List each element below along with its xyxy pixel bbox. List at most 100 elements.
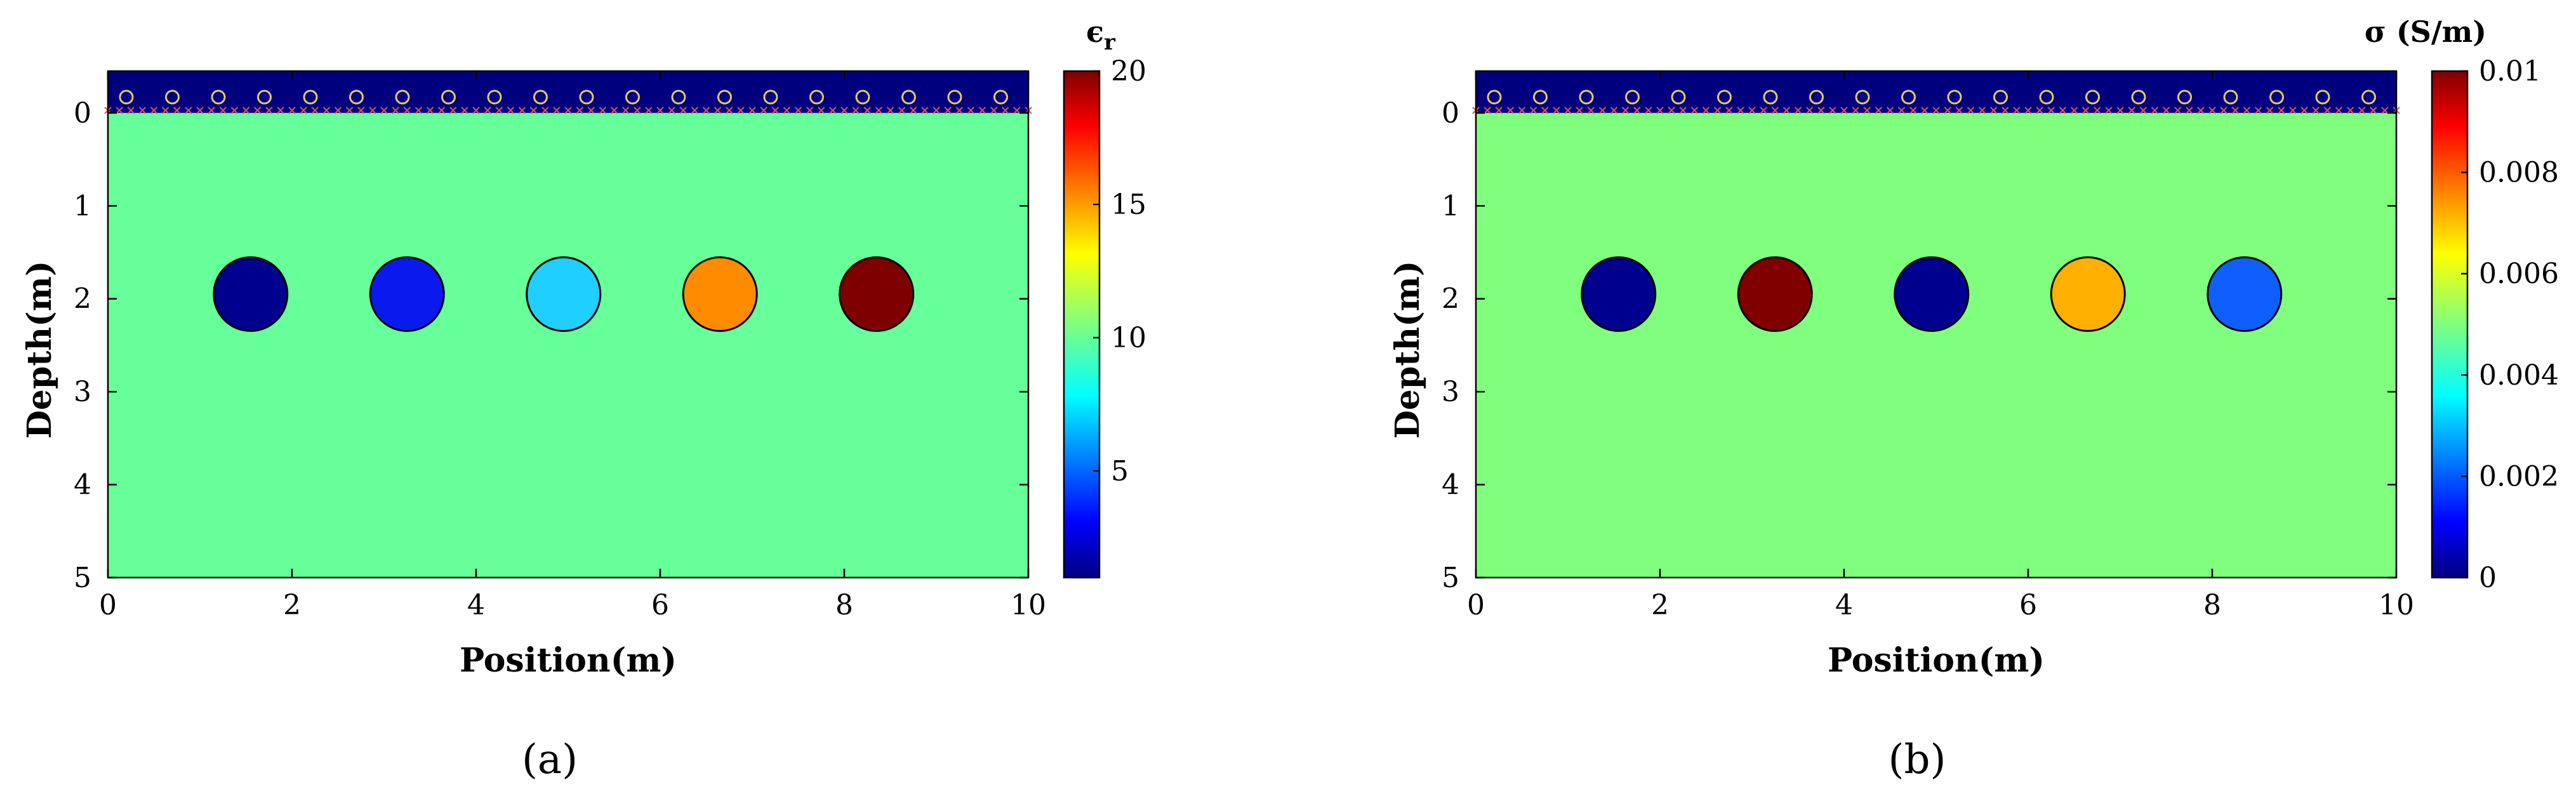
surface-marker (1564, 107, 1572, 114)
antenna-marker (257, 89, 272, 105)
surface-marker (415, 107, 423, 114)
surface-marker (955, 107, 963, 114)
surface-marker (1737, 107, 1744, 114)
caption-a: (a) (522, 736, 578, 783)
surface-marker (2162, 107, 2170, 114)
antenna-marker (947, 89, 962, 105)
surface-marker (1760, 107, 1767, 114)
y-tick-label: 4 (1442, 469, 1459, 501)
x-tick-label: 6 (651, 589, 669, 621)
surface-marker (886, 107, 894, 114)
surface-marker (2197, 107, 2205, 114)
surface-marker (2036, 107, 2043, 114)
surface-marker (2278, 107, 2285, 114)
surface-marker (2335, 107, 2343, 114)
plot-frame (107, 70, 1030, 579)
surface-marker (1576, 107, 1583, 114)
x-tick-label: 10 (1011, 589, 1046, 621)
surface-marker (1587, 107, 1595, 114)
antenna-marker (119, 89, 134, 105)
surface-marker (794, 107, 802, 114)
antenna-marker (395, 89, 410, 105)
surface-marker (392, 107, 399, 114)
surface-marker (300, 107, 307, 114)
surface-marker (1679, 107, 1687, 114)
colorbar-tick-label: 0.008 (2479, 157, 2559, 189)
surface-marker (277, 107, 284, 114)
surface-marker (461, 107, 468, 114)
surface-marker (426, 107, 434, 114)
air-layer (1476, 71, 2396, 113)
surface-marker (495, 107, 503, 114)
surface-marker (1805, 107, 1814, 114)
surface-marker (2346, 107, 2354, 114)
surface-marker (2105, 107, 2113, 114)
x-tick-label: 4 (1835, 589, 1853, 621)
surface-marker (1002, 107, 1009, 114)
surface-marker (564, 107, 572, 114)
colorbar-tick-label: 0.002 (2479, 460, 2559, 493)
surface-marker (334, 107, 342, 114)
antenna-marker (2085, 89, 2100, 105)
surface-marker (357, 107, 365, 114)
antenna-marker (1487, 89, 1502, 105)
surface-marker (1840, 107, 1848, 114)
antenna-marker (1809, 89, 1824, 105)
x-tick-label: 8 (2203, 589, 2221, 621)
surface-marker (1484, 107, 1491, 114)
antenna-marker (441, 89, 456, 105)
surface-marker (2186, 107, 2193, 114)
colorbar-tick-label: 20 (1111, 55, 1146, 88)
antenna-marker (1717, 89, 1732, 105)
surface-marker (1610, 107, 1618, 114)
surface-marker (1875, 107, 1883, 114)
buried-object-1 (213, 256, 289, 332)
surface-marker (1690, 107, 1699, 114)
surface-marker (2289, 107, 2297, 114)
y-tick-label: 0 (1442, 97, 1459, 129)
antenna-marker (2131, 89, 2146, 105)
x-tick-label: 0 (1467, 589, 1485, 621)
antenna-marker (1579, 89, 1594, 105)
surface-marker (2254, 107, 2262, 114)
x-tick-label: 10 (2379, 589, 2414, 621)
surface-marker (116, 107, 123, 114)
colorbar-title: ϵr (1086, 15, 1116, 55)
surface-marker (2094, 107, 2101, 114)
antenna-marker (763, 89, 778, 105)
colorbar-tick-label: 0.004 (2479, 359, 2559, 392)
antenna-marker (2177, 89, 2192, 105)
surface-marker (921, 107, 929, 114)
surface-marker (2220, 107, 2227, 114)
antenna-marker (165, 89, 180, 105)
surface-marker (634, 107, 641, 114)
surface-marker (242, 107, 250, 114)
surface-marker (150, 107, 158, 114)
surface-marker (840, 107, 848, 114)
surface-marker (1955, 107, 1963, 114)
x-tick-label: 8 (835, 589, 853, 621)
surface-marker (783, 107, 791, 114)
y-tick-label: 4 (74, 469, 91, 501)
colorbar-tick-label: 10 (1111, 322, 1146, 354)
surface-marker (1518, 107, 1526, 114)
surface-marker (1598, 107, 1607, 114)
surface-marker (2139, 107, 2147, 114)
surface-marker (553, 107, 561, 114)
surface-marker (2047, 107, 2055, 114)
antenna-marker (349, 89, 364, 105)
surface-marker (230, 107, 239, 114)
antenna-marker (533, 89, 548, 105)
surface-marker (185, 107, 192, 114)
y-axis-label: Depth(m) (20, 261, 59, 439)
surface-marker (2059, 107, 2067, 114)
surface-marker (484, 107, 491, 114)
antenna-marker (2223, 89, 2238, 105)
surface-marker (208, 107, 215, 114)
surface-marker (645, 107, 653, 114)
surface-marker (748, 107, 756, 114)
antenna-marker (303, 89, 318, 105)
air-layer (108, 71, 1028, 113)
buried-object-4 (2050, 256, 2126, 332)
